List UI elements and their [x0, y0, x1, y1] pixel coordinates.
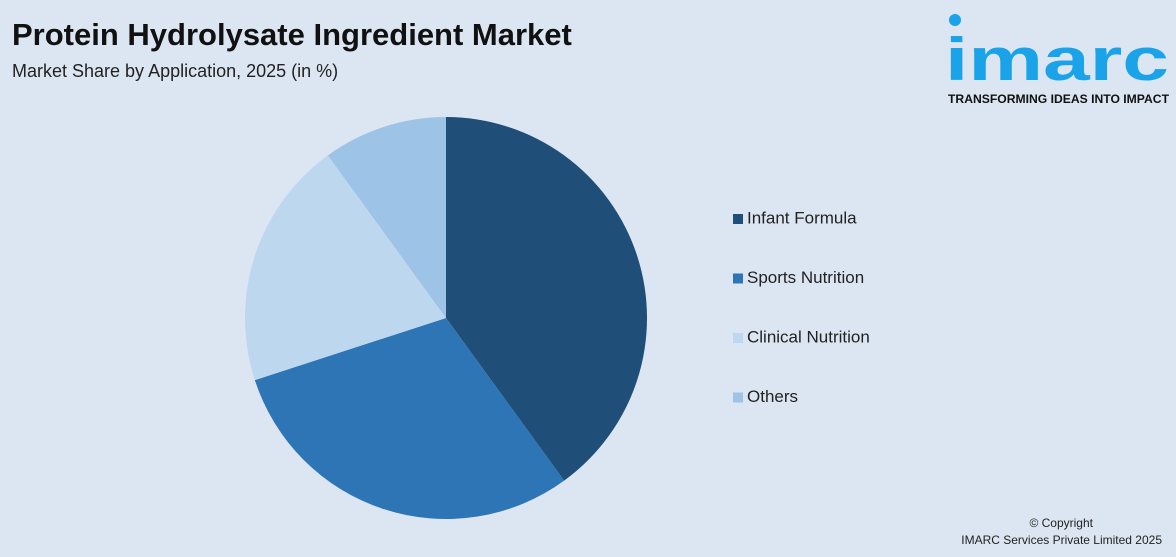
copyright: © Copyright	[1029, 516, 1093, 530]
legend-label: Sports Nutrition	[747, 268, 864, 287]
chart-subtitle: Market Share by Application, 2025 (in %)	[12, 61, 338, 81]
logo: imarc	[945, 26, 1169, 93]
pie-slice	[446, 117, 647, 481]
legend-label: Infant Formula	[747, 208, 857, 227]
legend-label: Others	[747, 387, 798, 406]
legend-swatch	[733, 214, 743, 224]
copyright: IMARC Services Private Limited 2025	[961, 533, 1162, 547]
logo-tagline: TRANSFORMING IDEAS INTO IMPACT	[948, 94, 1169, 106]
legend-swatch	[733, 392, 743, 403]
legend-swatch	[733, 333, 743, 343]
pie-slice	[254, 318, 565, 519]
pie-slice	[327, 117, 446, 318]
pie-slice	[244, 155, 446, 381]
logo-dot	[949, 14, 961, 26]
chart-title: Protein Hydrolysate Ingredient Market	[12, 17, 572, 52]
legend-swatch	[733, 273, 743, 284]
legend-label: Clinical Nutrition	[747, 327, 870, 346]
